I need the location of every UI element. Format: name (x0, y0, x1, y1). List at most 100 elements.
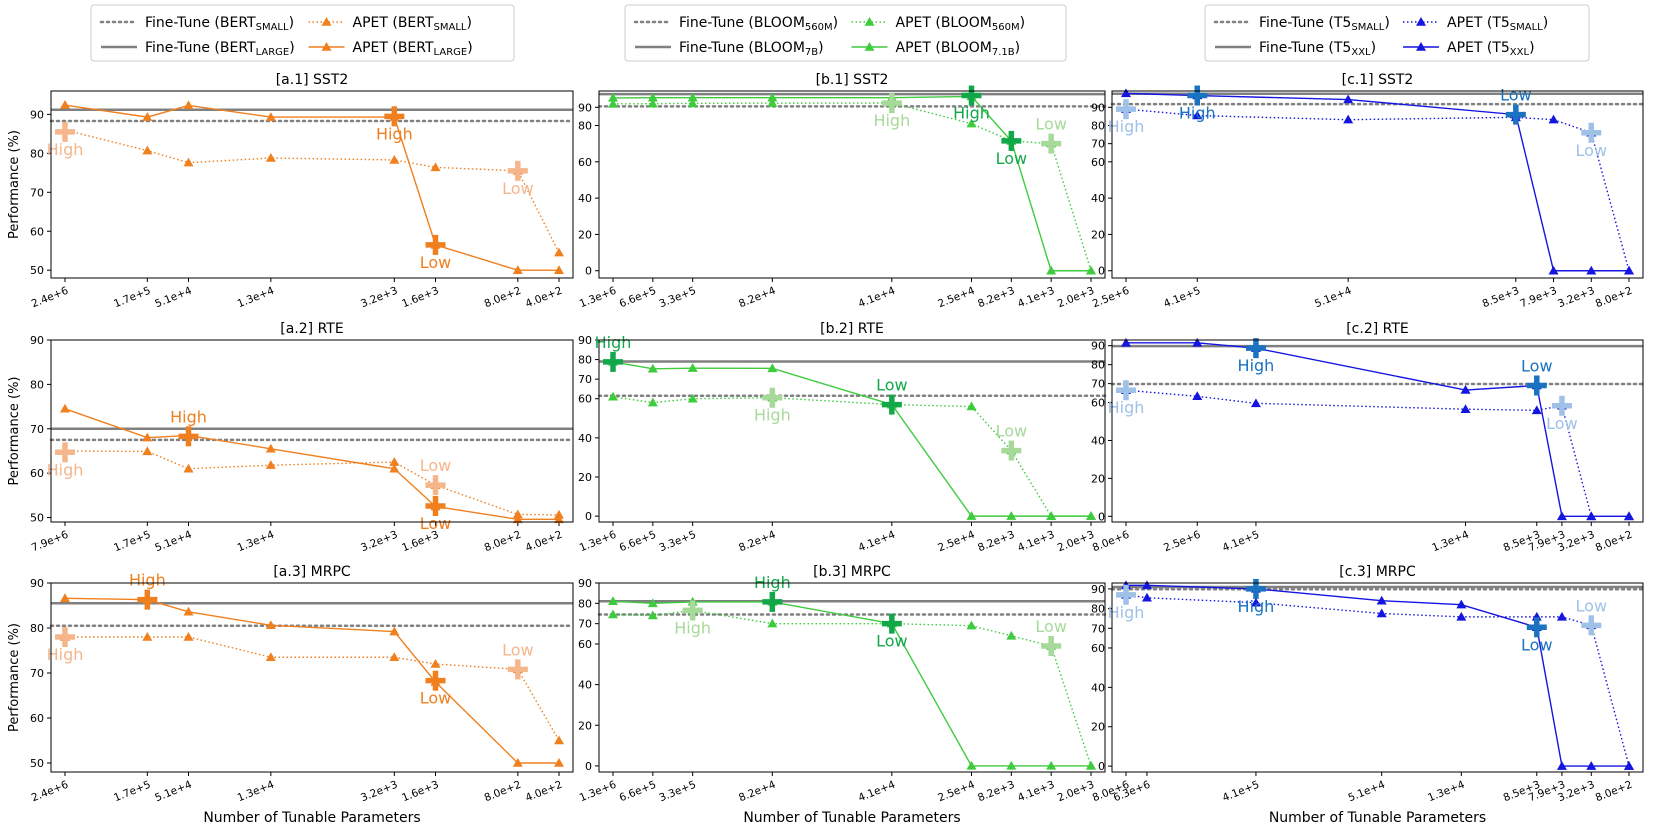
data-point (389, 652, 400, 661)
y-tick-label: 40 (1091, 681, 1105, 694)
data-point (966, 511, 977, 520)
data-point (142, 145, 153, 155)
y-tick-label: 0 (585, 510, 592, 523)
legend-b: Fine-Tune (BLOOM560M) Fine-Tune (BLOOM7B)… (624, 4, 1067, 62)
data-point (1141, 592, 1152, 602)
data-point (554, 758, 564, 767)
data-point (1460, 385, 1471, 394)
data-point (1548, 114, 1559, 124)
y-tick-label: 70 (1091, 622, 1105, 635)
panel-a-2: [a.2] RTE 50 60 70 80 90 7.9e+6 1.7e+5 5.1e+4 1.3… (30, 321, 575, 555)
data-point (1556, 511, 1567, 521)
x-tick-label: 5.1e+4 (1346, 779, 1387, 805)
data-point (183, 463, 194, 473)
panel-title: [b.2] RTE (820, 321, 884, 337)
data-point (142, 432, 153, 442)
x-tick-label: 1.6e+3 (400, 779, 440, 805)
series-line-small (612, 102, 1092, 271)
legend-label: Fine-Tune (T5XXL) (1259, 40, 1376, 58)
data-point (1556, 611, 1567, 621)
marker-label-low: Low (996, 422, 1028, 441)
panel-title: [a.1] SST2 (276, 72, 349, 88)
marker-label-low: Low (1546, 414, 1578, 433)
x-axis-labels: Number of Tunable Parameters Number of Tu… (203, 810, 1486, 826)
data-point (430, 162, 441, 172)
x-tick-label: 8.0e+6 (1091, 529, 1132, 555)
x-tick-label: 3.2e+3 (1556, 285, 1596, 311)
y-tick-label: 80 (30, 378, 44, 391)
x-tick-label: 4.1e+4 (857, 285, 898, 311)
x-tick-label: 3.3e+5 (657, 285, 697, 311)
series-line-large (64, 408, 559, 521)
x-tick-label: 2.5e+6 (1091, 285, 1132, 311)
legend-label: APET (T5SMALL) (1447, 15, 1548, 33)
data-point (687, 92, 698, 102)
data-point (1086, 760, 1096, 770)
y-tick-label: 20 (1091, 472, 1105, 485)
y-tick-label: 0 (1098, 760, 1105, 773)
data-point (1456, 611, 1467, 621)
data-point (687, 98, 698, 108)
y-tick-label: 50 (30, 512, 44, 525)
data-point (1548, 265, 1559, 275)
y-axis-title: Performance (%) (7, 376, 22, 485)
legend-label: Fine-Tune (BLOOM560M) (679, 15, 838, 33)
x-tick-label: 2.5e+4 (936, 285, 977, 311)
x-axis-title: Number of Tunable Parameters (743, 810, 960, 826)
y-tick-label: 20 (1091, 721, 1105, 734)
x-tick-label: 6.6e+5 (618, 285, 658, 311)
x-tick-label: 2.0e+3 (1056, 529, 1096, 555)
marker-label-low: Low (876, 376, 908, 395)
x-tick-label: 1.3e+4 (1426, 779, 1467, 805)
marker-label-high: High (1108, 398, 1145, 417)
legend-a: Fine-Tune (BERTSMALL) Fine-Tune (BERTLARG… (90, 4, 515, 62)
y-tick-label: 90 (1091, 340, 1105, 353)
legend-label: Fine-Tune (BLOOM7B) (679, 40, 824, 58)
y-axis-title: Performance (%) (7, 130, 22, 239)
panel-a-1: [a.1] SST2 50 60 70 80 90 2.4e+6 1.7e+5 5.1e+4 1.… (30, 72, 575, 310)
y-tick-label: 80 (578, 119, 592, 132)
data-point (389, 457, 400, 466)
x-tick-label: 8.2e+4 (737, 779, 778, 805)
panel-c-2: [c.2] RTE 0 20 40 60 70 80 90 8.0e+6 2.5e+6 4.1e+5… (1091, 321, 1645, 555)
panel-frame (50, 90, 574, 279)
marker-label-high: High (754, 573, 791, 592)
marker-label-high: High (47, 460, 84, 479)
data-point (183, 100, 194, 110)
y-tick-label: 90 (1091, 583, 1105, 596)
x-tick-label: 8.2e+3 (976, 285, 1016, 311)
x-tick-label: 4.1e+4 (857, 529, 898, 555)
legend-label: APET (T5XXL) (1447, 40, 1535, 58)
legend-label: Fine-Tune (BERTLARGE) (145, 40, 295, 58)
x-tick-label: 7.9e+6 (30, 529, 71, 555)
data-point (1250, 398, 1261, 408)
data-point (1376, 595, 1387, 605)
marker-label-low: Low (420, 689, 452, 708)
y-tick-label: 20 (1091, 228, 1105, 241)
marker-label-low: Low (1521, 635, 1553, 654)
y-tick-label: 20 (578, 228, 592, 241)
y-tick-label: 60 (1091, 642, 1105, 655)
data-point (1531, 405, 1542, 415)
x-tick-label: 4.1e+3 (1016, 285, 1056, 311)
y-tick-label: 90 (30, 577, 44, 590)
data-point (608, 98, 618, 108)
data-point (1586, 511, 1597, 521)
y-tick-label: 40 (1091, 192, 1105, 205)
x-tick-label: 4.1e+3 (1016, 779, 1056, 805)
y-tick-label: 50 (30, 757, 44, 770)
panel-b-1: [b.1] SST2 0 20 40 60 80 90 1.3e+6 6.6e+5 3.3e+5 8… (578, 72, 1107, 311)
x-tick-label: 2.5e+4 (936, 779, 977, 805)
y-tick-label: 90 (30, 334, 44, 347)
data-point (512, 758, 523, 767)
data-point (142, 632, 153, 641)
marker-label-high: High (47, 645, 84, 664)
panel-frame (598, 90, 1106, 279)
panel-title: [c.1] SST2 (1342, 72, 1414, 88)
marker-label-high: High (873, 111, 910, 130)
marker-label-low: Low (1521, 357, 1553, 376)
y-tick-label: 70 (30, 423, 44, 436)
data-point (183, 632, 194, 641)
x-tick-label: 2.0e+3 (1056, 285, 1096, 311)
x-tick-label: 3.3e+5 (657, 529, 697, 555)
